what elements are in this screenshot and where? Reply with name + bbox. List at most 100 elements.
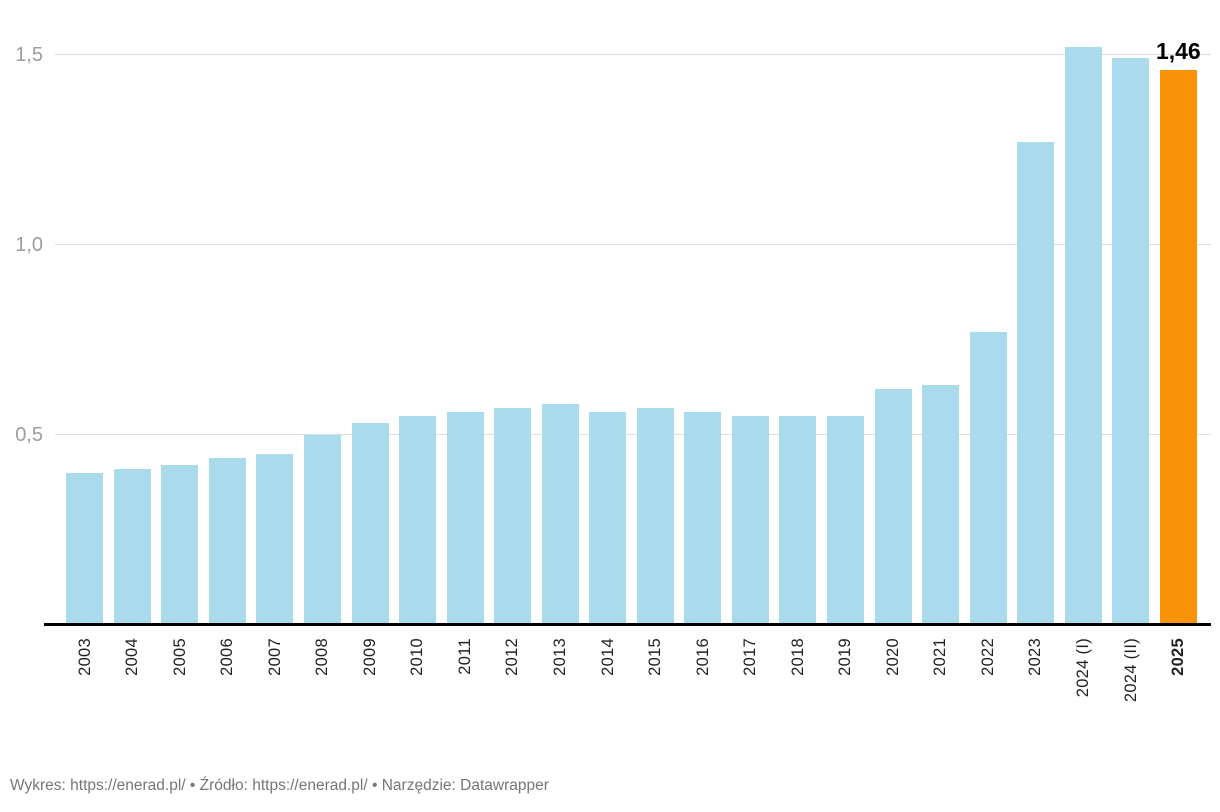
bar[interactable] [304,435,341,625]
footer-source-link[interactable]: https://enerad.pl/ [252,777,368,794]
bar-slot [489,0,537,625]
bar-slot [61,0,109,625]
y-tick-label: 0,5 [15,423,43,446]
x-axis-label-slot: 2012 [489,638,537,676]
x-axis-label-slot: 2015 [632,638,680,676]
x-axis-label: 2015 [646,638,665,676]
x-axis-label: 2024 (II) [1121,638,1140,703]
bar-slot [346,0,394,625]
x-axis-label: 2011 [455,638,474,675]
bar[interactable] [1064,47,1102,625]
x-axis-label: 2009 [360,638,379,676]
gridline [55,243,1211,245]
bars-container: 1,46 [61,0,1202,625]
x-axis-label-slot: 2020 [869,638,917,676]
x-axis-label-slot: 2005 [156,638,204,676]
x-axis-label: 2013 [550,638,569,676]
bar-slot [632,0,680,625]
footer-separator: • [367,777,382,794]
bar-slot [441,0,489,625]
x-axis-label-slot: 2024 (I) [1059,638,1107,697]
x-axis-label-slot: 2025 [1155,638,1203,676]
footer-chart-link[interactable]: https://enerad.pl/ [70,777,186,794]
x-axis-label: 2007 [265,638,284,676]
bar[interactable] [827,416,865,625]
x-axis-label: 2023 [1026,638,1045,676]
footer-separator: • [185,777,200,794]
x-axis-label-slot: 2011 [441,638,489,675]
bar-slot [1107,0,1155,625]
gridline [55,433,1211,435]
bar-slot [251,0,299,625]
x-axis-label-slot: 2017 [727,638,775,676]
bar[interactable] [161,465,199,625]
chart-footer: Wykres: https://enerad.pl/ • Źródło: htt… [10,777,549,795]
bar[interactable] [541,404,579,625]
x-axis-line [44,623,1211,626]
bar-slot [204,0,252,625]
x-axis-label: 2019 [836,638,855,676]
x-axis-label: 2010 [408,638,427,676]
bar-slot [299,0,347,625]
x-axis-label: 2006 [218,638,237,676]
x-axis-label-slot: 2013 [536,638,584,676]
bar[interactable] [256,454,294,625]
bar-slot [109,0,157,625]
footer-source-label: Źródło: [199,777,253,794]
bar[interactable] [113,469,151,625]
x-axis-label-slot: 2016 [679,638,727,676]
bar[interactable] [494,408,532,625]
bar[interactable] [636,408,674,625]
x-axis-label: 2021 [931,638,950,676]
x-axis-label: 2005 [170,638,189,676]
bar[interactable] [589,412,627,625]
bar-highlighted[interactable]: 1,46 [1156,40,1201,625]
x-axis-label-slot: 2003 [61,638,109,676]
x-axis-label: 2025 [1169,638,1188,676]
bar-slot [156,0,204,625]
bar-slot [679,0,727,625]
bar[interactable] [1017,142,1055,625]
bar[interactable] [208,458,246,625]
x-axis-label: 2003 [75,638,94,676]
x-axis-label: 2014 [598,638,617,676]
bar-slot [917,0,965,625]
plot-area: 1,46 0,5 1,0 1,5 [15,0,1211,626]
bar-slot [394,0,442,625]
y-tick-label: 1,0 [15,233,43,256]
gridline [55,53,1211,55]
x-axis-label-slot: 2007 [251,638,299,676]
bar[interactable] [351,423,389,625]
x-axis-label-slot: 2006 [204,638,252,676]
bar[interactable] [66,473,104,625]
y-tick-label: 1,5 [15,43,43,66]
bar-slot [1012,0,1060,625]
bar-slot [536,0,584,625]
x-axis-label-slot: 2014 [584,638,632,676]
bar-slot [774,0,822,625]
footer-tool-link[interactable]: Datawrapper [460,777,549,794]
x-axis-label: 2022 [978,638,997,676]
bar[interactable] [922,385,960,625]
bar[interactable] [779,416,817,625]
x-axis-label-slot: 2008 [299,638,347,676]
bar[interactable] [874,389,912,625]
bar-slot [1059,0,1107,625]
x-axis-label: 2018 [788,638,807,676]
x-axis-label-slot: 2018 [774,638,822,676]
x-axis-label-slot: 2010 [394,638,442,676]
x-axis-label: 2004 [123,638,142,676]
bar-slot: 1,46 [1155,0,1203,625]
bar-slot [822,0,870,625]
x-axis-label-slot: 2022 [964,638,1012,676]
bar[interactable] [399,416,437,625]
bar[interactable] [731,416,769,625]
bar[interactable] [1112,58,1150,625]
bar-slot [964,0,1012,625]
bar[interactable] [684,412,722,625]
x-axis-label-slot: 2004 [109,638,157,676]
x-axis-label-slot: 2009 [346,638,394,676]
bar[interactable] [969,332,1007,625]
bar[interactable] [446,412,484,625]
